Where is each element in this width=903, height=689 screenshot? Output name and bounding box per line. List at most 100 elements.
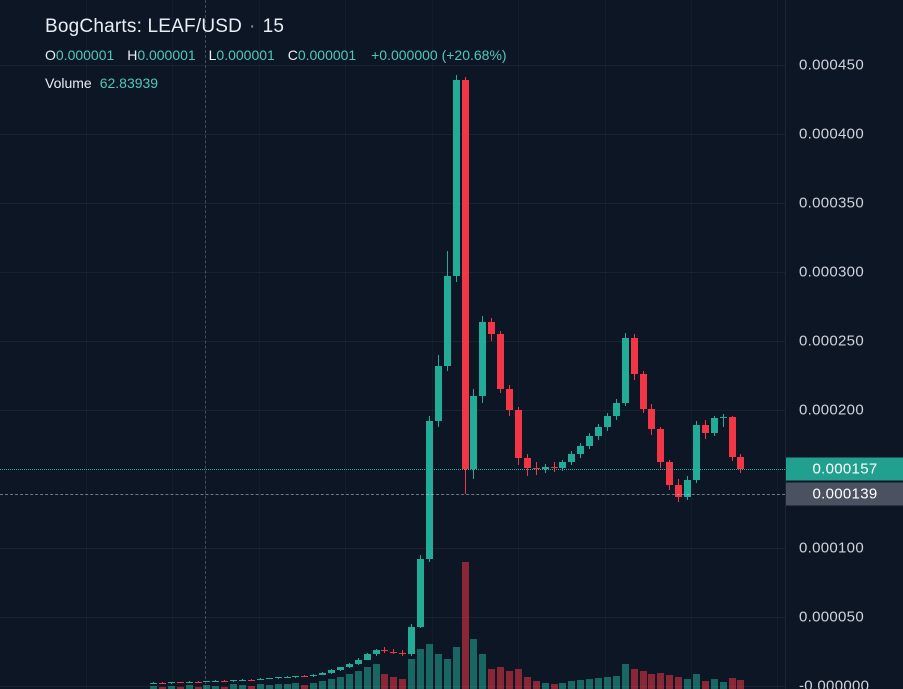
volume-bar xyxy=(506,671,513,689)
ohlc-open: O0.000001 xyxy=(45,47,115,63)
candle-body xyxy=(247,679,255,681)
grid-line-v xyxy=(518,0,519,689)
grid-line-h xyxy=(0,272,785,273)
candle-body xyxy=(194,681,202,683)
grid-line-v xyxy=(86,0,87,689)
current-price-line xyxy=(0,469,785,471)
candle-body xyxy=(425,421,433,560)
volume-bar xyxy=(167,686,175,689)
volume-bar xyxy=(577,680,585,689)
candle-body xyxy=(497,334,505,390)
candle-body xyxy=(372,650,380,655)
volume-bar xyxy=(158,687,166,689)
volume-bar xyxy=(657,673,665,689)
ohlc-low: L0.000001 xyxy=(208,47,275,63)
volume-bar xyxy=(417,649,424,689)
candle-wick xyxy=(304,674,306,678)
candle-body xyxy=(399,652,407,655)
candle-body xyxy=(728,416,736,457)
session-break-line xyxy=(205,0,206,689)
candle-body xyxy=(630,338,638,375)
candle-body xyxy=(256,678,264,681)
volume-bar xyxy=(425,644,433,689)
volume-bar xyxy=(559,683,567,689)
price-tick-label: 0.000450 xyxy=(799,56,864,74)
price-axis[interactable]: 0.000450 0.000400 0.000350 0.000300 0.000250… xyxy=(785,0,903,689)
volume-bar xyxy=(568,681,576,689)
volume-bar xyxy=(372,664,380,689)
low-price-line xyxy=(0,494,785,496)
candle-body xyxy=(595,426,602,437)
candle-body xyxy=(452,80,460,277)
volume-bar xyxy=(621,664,629,689)
grid-line-v xyxy=(605,0,606,689)
volume-bar xyxy=(710,679,718,689)
price-tick-label: -0.000000 xyxy=(799,677,870,689)
candle-body xyxy=(648,408,656,430)
interval-label[interactable]: 15 xyxy=(262,16,285,37)
candle-body xyxy=(354,659,362,664)
volume-row: Volume 62.83939 xyxy=(45,75,507,91)
candle-body xyxy=(461,80,469,470)
grid-line-h xyxy=(0,617,785,618)
volume-bar xyxy=(203,685,211,689)
volume-bar xyxy=(541,683,549,689)
candle-body xyxy=(666,462,674,485)
candle-body xyxy=(363,654,371,660)
candle-body xyxy=(408,626,416,655)
price-tick-label: 0.000350 xyxy=(799,194,864,212)
volume-bar xyxy=(603,677,611,689)
candle-body xyxy=(417,559,424,627)
candle-body xyxy=(283,676,291,678)
low-price-badge: 0.000139 xyxy=(786,482,903,506)
price-tick-label: 0.000100 xyxy=(799,539,864,557)
chart-area[interactable]: BogCharts: LEAF/USD · 15 O0.000001 H0.0000… xyxy=(0,0,785,689)
candle-body xyxy=(488,321,496,335)
volume-bar xyxy=(239,685,246,689)
candle-body xyxy=(710,418,718,434)
candle-body xyxy=(265,678,273,680)
candle-body xyxy=(621,338,629,404)
candle-body xyxy=(568,454,576,463)
candle-body xyxy=(301,676,309,678)
volume-bar xyxy=(310,683,318,689)
candle-body xyxy=(559,462,567,468)
candle-body xyxy=(701,425,709,434)
volume-label: Volume xyxy=(45,75,92,91)
legend: BogCharts: LEAF/USD · 15 O0.000001 H0.0000… xyxy=(45,16,507,91)
volume-bar xyxy=(737,680,745,689)
volume-bar xyxy=(595,678,602,689)
candle-body xyxy=(221,681,229,683)
candle-body xyxy=(479,321,487,397)
candle-body xyxy=(212,681,220,683)
volume-bar xyxy=(479,654,487,689)
volume-bar xyxy=(292,683,300,689)
candle-body xyxy=(737,456,745,470)
grid-line-v xyxy=(777,0,778,689)
candle-body xyxy=(550,466,558,468)
candle-body xyxy=(675,484,683,497)
candle-body xyxy=(328,670,335,673)
grid-line-v xyxy=(345,0,346,689)
candle-body xyxy=(692,425,700,481)
volume-bar xyxy=(390,677,398,689)
candle-body xyxy=(230,680,238,682)
grid-line-v xyxy=(259,0,260,689)
candle-wick xyxy=(402,650,404,656)
ohlc-row: O0.000001 H0.000001 L0.000001 C0.000001 … xyxy=(45,47,507,63)
symbol-title: BogCharts: LEAF/USD xyxy=(45,16,243,37)
volume-bar xyxy=(283,684,291,689)
volume-bar xyxy=(399,679,407,689)
volume-bar xyxy=(550,684,558,689)
candle-body xyxy=(719,416,727,419)
volume-bar xyxy=(363,667,371,689)
candle-body xyxy=(176,682,184,684)
grid-line-h xyxy=(0,410,785,411)
grid-line-h xyxy=(0,203,785,204)
volume-bar xyxy=(648,674,656,689)
candle-body xyxy=(541,466,549,470)
candle-body xyxy=(470,396,478,470)
ohlc-close: C0.000001 xyxy=(287,47,357,63)
volume-bar xyxy=(408,659,416,689)
